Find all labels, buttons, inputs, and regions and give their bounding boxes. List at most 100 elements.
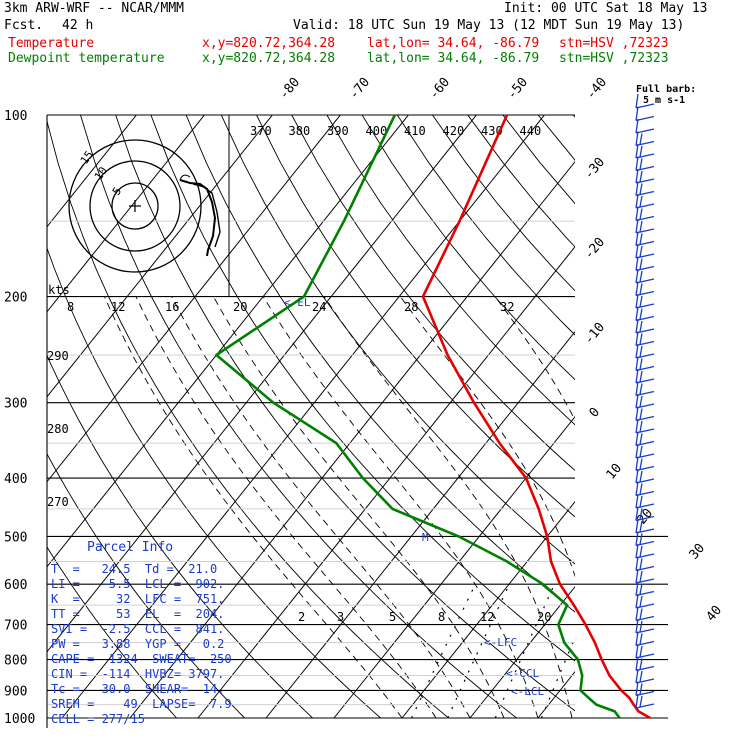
isotherm-label: -20 [582,235,609,263]
wind-barb [635,606,655,622]
wind-barb [635,131,655,147]
dry-adiabat [644,115,740,718]
parcel-row: T = 24.5 Td = 21.0 [51,562,218,576]
moist-adiabat [262,296,539,719]
parcel-row: LI = -5.5 LCL = 902. [51,577,225,591]
wind-barb [635,443,655,459]
wind-barb [635,668,655,684]
mixing-ratio-label: 5 [389,610,396,624]
hodograph-trace-2 [192,183,221,248]
fcst-value: 42 h [62,18,94,33]
theta-label: 420 [443,124,465,138]
theta-label: 440 [520,124,542,138]
wind-barb [635,693,655,709]
wind-barb [635,93,655,109]
mixing-ratio-label: 2 [298,610,305,624]
dry-adiabat-label: 290 [47,349,69,363]
theta-e-label: 20 [233,300,247,314]
wind-barb [635,356,655,372]
dry-adiabat [220,115,575,565]
dry-adiabat [396,115,575,336]
parcel-row: CAPE = 1324 SWEAT= 250 [51,652,232,666]
isotherm-label: -50 [505,75,532,103]
wind-barb [635,506,655,522]
parcel-row: SVI = -2.5 CCL = 841. [51,622,225,636]
parcel-row: SREH = 49 LAPSE= 7.9 [51,697,232,711]
wind-barb [635,181,655,197]
hodograph: 5 10 15 kts [46,115,230,297]
moist-adiabat [171,296,471,719]
temperature-stn: stn=HSV ,72323 [559,36,669,51]
wind-barb [635,243,655,259]
wind-barb [635,268,655,284]
isotherm-label: 30 [687,541,709,563]
isotherm-label: -80 [277,75,304,103]
wind-barb [635,681,655,697]
dry-adiabat [537,115,575,161]
dry-adiabat [714,115,740,718]
dry-adiabat-label: 270 [47,495,69,509]
theta-e-label: 8 [67,300,74,314]
isotherm-label: -30 [582,155,609,183]
wind-barb [635,206,655,222]
parcel-row: Tc = 30.0 SHEAR= 14. [51,682,225,696]
theta-label: 410 [404,124,426,138]
wind-barb [635,231,655,247]
dry-adiabat-label: 280 [47,422,69,436]
wind-barb [635,256,655,272]
wind-barb [635,143,655,159]
wind-barb [635,393,655,409]
isotherm [197,245,575,719]
parcel-info-title: Parcel Info [87,540,174,555]
lfc-marker: <-LFC [484,636,517,649]
wind-barb [635,118,655,134]
isotherm-label: -40 [584,75,611,103]
wind-barb [635,193,655,209]
hodograph-hook [179,174,191,181]
parcel-row: PW = 3.88 YGP = 0.2 [51,637,225,651]
pressure-label: 600 [4,578,27,593]
moist-adiabat [703,297,718,719]
hodograph-ring [89,160,181,252]
isotherm-label: 10 [604,461,626,483]
mixing-ratio-line [411,583,476,719]
isotherm-label: -70 [347,75,374,103]
mixing-ratio-label: 3 [337,610,344,624]
wind-barb [635,368,655,384]
temperature-profile [421,114,651,720]
wind-barb [635,656,655,672]
wind-barb [635,168,655,184]
wind-barb [635,106,655,122]
dry-adiabat [679,115,740,718]
wind-barb [635,431,655,447]
parcel-row: K = 32 LFC = 751. [51,592,225,606]
isotherm [537,670,575,719]
parcel-row: CELL = 277/15 [51,712,145,726]
wind-barb [635,318,655,334]
isotherm [47,115,341,483]
theta-label: 400 [366,124,388,138]
moist-adiabat [323,296,573,719]
barb-legend-line1: Full barb: [636,84,696,95]
theta-e-label: 12 [111,300,125,314]
wind-barb [635,468,655,484]
wind-barb [635,518,655,534]
wind-barb [635,381,655,397]
pressure-label: 400 [4,472,27,487]
isotherm-label: 40 [704,603,726,625]
parcel-row: CIN = -114 HVBZ= 3797. [51,667,225,681]
fcst-label: Fcst. [4,18,44,33]
dewpoint-legend: Dewpoint temperature [8,51,165,66]
wind-barb [635,493,655,509]
theta-e-label: 28 [404,300,418,314]
wind-barb [635,581,655,597]
hodograph-ring-label: 10 [92,164,110,182]
isotherm [606,115,740,718]
isotherm [401,500,575,719]
barb-legend-line2: 5 m s-1 [643,95,685,106]
dry-adiabat [467,115,575,248]
theta-e-label: 16 [165,300,179,314]
isotherm-label: -60 [427,75,454,103]
hodograph-trace [179,179,217,257]
theta-e-label: 32 [500,300,514,314]
